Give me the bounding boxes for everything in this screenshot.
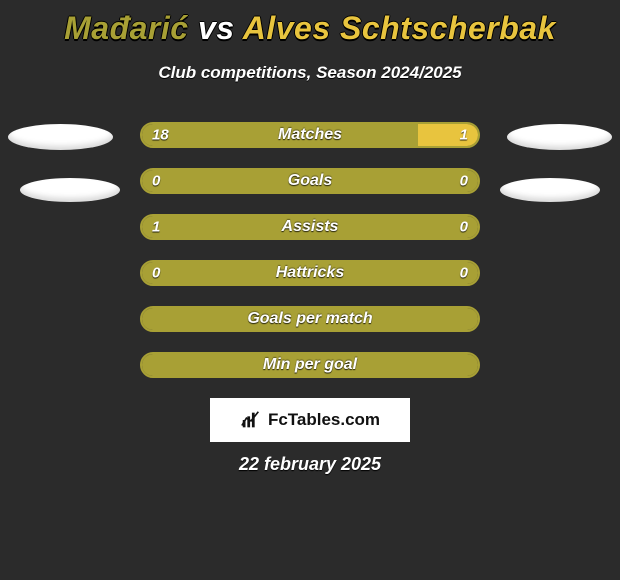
- stat-bar-track: Hattricks00: [140, 260, 480, 286]
- stat-bar-track: Matches181: [140, 122, 480, 148]
- brand-text: FcTables.com: [268, 410, 380, 430]
- page-title: Mađarić vs Alves Schtscherbak: [0, 0, 620, 47]
- stat-row: Hattricks00: [0, 250, 620, 296]
- stat-bar-track: Goals per match: [140, 306, 480, 332]
- stat-row: Min per goal: [0, 342, 620, 388]
- stat-bar-left: [142, 124, 418, 146]
- stat-bar-track: Min per goal: [140, 352, 480, 378]
- stats-rows: Matches181 Goals00 Assists10 Hattricks00 Goa…: [0, 112, 620, 388]
- subtitle: Club competitions, Season 2024/2025: [0, 63, 620, 83]
- stat-bar-right: [418, 124, 478, 146]
- stat-row: Goals per match: [0, 296, 620, 342]
- stat-bar-left: [142, 262, 478, 284]
- brand-badge[interactable]: FcTables.com: [210, 398, 410, 442]
- stat-bar-left: [142, 170, 478, 192]
- chart-icon: [240, 409, 262, 431]
- stat-bar-left: [142, 308, 478, 330]
- stat-row: Assists10: [0, 204, 620, 250]
- stat-row: Goals00: [0, 158, 620, 204]
- stat-bar-track: Assists10: [140, 214, 480, 240]
- stat-bar-left: [142, 354, 478, 376]
- date-text: 22 february 2025: [0, 454, 620, 475]
- stat-bar-track: Goals00: [140, 168, 480, 194]
- stat-row: Matches181: [0, 112, 620, 158]
- comparison-card: Mađarić vs Alves Schtscherbak Club compe…: [0, 0, 620, 580]
- stat-bar-left: [142, 216, 478, 238]
